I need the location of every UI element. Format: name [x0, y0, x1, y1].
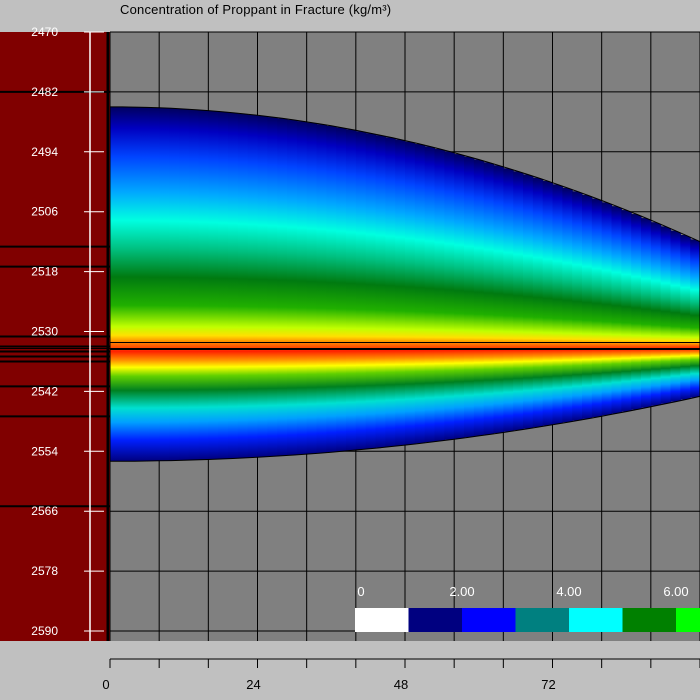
- fracture-slice: [375, 135, 386, 448]
- fracture-slice: [228, 112, 239, 459]
- fracture-slice: [473, 159, 485, 436]
- legend-label: 0: [357, 584, 364, 599]
- fracture-slice: [129, 107, 141, 462]
- fracture-slice: [257, 115, 268, 457]
- legend-label: 6.00: [663, 584, 688, 599]
- fracture-slice: [149, 107, 160, 461]
- fracture-slice: [611, 206, 622, 414]
- legend-label: 4.00: [556, 584, 581, 599]
- legend-swatch: [676, 608, 700, 632]
- fracture-slice: [355, 131, 367, 450]
- fracture-slice: [464, 156, 475, 438]
- legend-swatch: [569, 608, 623, 632]
- y-tick-label: 2482: [31, 85, 58, 99]
- fracture-slice: [424, 146, 436, 443]
- fracture-slice: [434, 148, 445, 442]
- fracture-slice: [188, 109, 200, 460]
- fracture-slice: [218, 111, 229, 459]
- x-tick-label: 72: [541, 677, 555, 692]
- y-tick-label: 2554: [31, 444, 58, 458]
- fracture-slice: [513, 171, 524, 431]
- fracture-slice: [296, 121, 308, 455]
- fracture-slice: [346, 129, 357, 451]
- x-tick-label: 0: [102, 677, 109, 692]
- y-tick-label: 2518: [31, 265, 58, 279]
- fracture-slice: [208, 111, 219, 460]
- legend-swatch: [515, 608, 570, 632]
- y-axis: 2470 2482 2494 2506 2518 2530 2542 2554 2566 2578…: [31, 25, 110, 641]
- fracture-slice: [493, 165, 504, 434]
- fracture-slice: [414, 144, 426, 444]
- y-tick-label: 2506: [31, 205, 58, 219]
- legend-swatch: [355, 608, 409, 632]
- legend-label: 2.00: [449, 584, 474, 599]
- fracture-slice: [631, 214, 642, 410]
- fracture-heatmap: [110, 106, 700, 462]
- chart-title: Concentration of Proppant in Fracture (k…: [120, 2, 392, 17]
- y-tick-label: 2470: [31, 25, 58, 39]
- fracture-slice: [178, 108, 190, 461]
- fracture-slice: [385, 137, 396, 447]
- fracture-slice: [503, 168, 514, 432]
- y-tick-label: 2542: [31, 384, 58, 398]
- legend-swatch: [462, 608, 516, 632]
- x-axis-panel: [0, 641, 700, 700]
- fracture-slice: [523, 174, 534, 429]
- fracture-slice: [650, 222, 662, 406]
- fracture-slice: [169, 108, 180, 461]
- fracture-slice: [582, 194, 593, 419]
- fracture-slice: [365, 133, 377, 449]
- fracture-slice: [690, 239, 700, 398]
- fracture-slice: [247, 114, 259, 458]
- fracture-slice: [532, 177, 544, 428]
- fracture-slice: [198, 110, 209, 460]
- fracture-slice: [660, 226, 672, 404]
- fracture-slice: [444, 151, 455, 440]
- fracture-slice: [395, 139, 406, 446]
- x-tick-label: 24: [246, 677, 260, 692]
- fracture-slice: [119, 106, 131, 462]
- fracture-slice: [267, 117, 278, 457]
- fracture-slice: [483, 162, 495, 435]
- fracture-slice: [572, 191, 583, 421]
- y-tick-label: 2578: [31, 564, 58, 578]
- fracture-slice: [405, 141, 416, 445]
- fracture-outline: [110, 106, 700, 462]
- x-tick-label: 48: [394, 677, 408, 692]
- fracture-slice: [277, 118, 288, 456]
- fracture-slice: [641, 218, 652, 408]
- fracture-slice: [326, 125, 337, 453]
- legend-swatch: [408, 608, 463, 632]
- fracture-slice: [454, 154, 465, 439]
- fracture-slice: [287, 119, 298, 456]
- fracture-slice: [601, 202, 613, 416]
- fracture-slice: [680, 235, 691, 400]
- x-axis: 0 24 48 72: [0, 641, 700, 700]
- fracture-slice: [316, 124, 327, 453]
- y-tick-label: 2530: [31, 325, 58, 339]
- fracture-slice: [159, 108, 170, 461]
- fracture-slice: [670, 230, 681, 402]
- y-tick-label: 2566: [31, 504, 58, 518]
- fracture-slice: [542, 181, 554, 426]
- y-tick-label: 2590: [31, 624, 58, 638]
- fracture-slice: [139, 107, 150, 462]
- fracture-slice: [552, 184, 563, 424]
- fracture-slice: [237, 113, 249, 459]
- fracture-slice: [621, 210, 632, 412]
- fracture-fill-group: [110, 106, 700, 462]
- fracture-slice: [306, 122, 318, 454]
- y-tick-label: 2494: [31, 145, 58, 159]
- legend-swatch: [622, 608, 677, 632]
- layer-boundaries: [0, 90, 700, 508]
- fracture-slice: [336, 127, 347, 452]
- fracture-slice: [591, 198, 603, 418]
- color-legend: 0 2.00 4.00 6.00: [355, 584, 700, 632]
- fracture-slice: [110, 106, 121, 462]
- fracture-slice: [562, 187, 573, 423]
